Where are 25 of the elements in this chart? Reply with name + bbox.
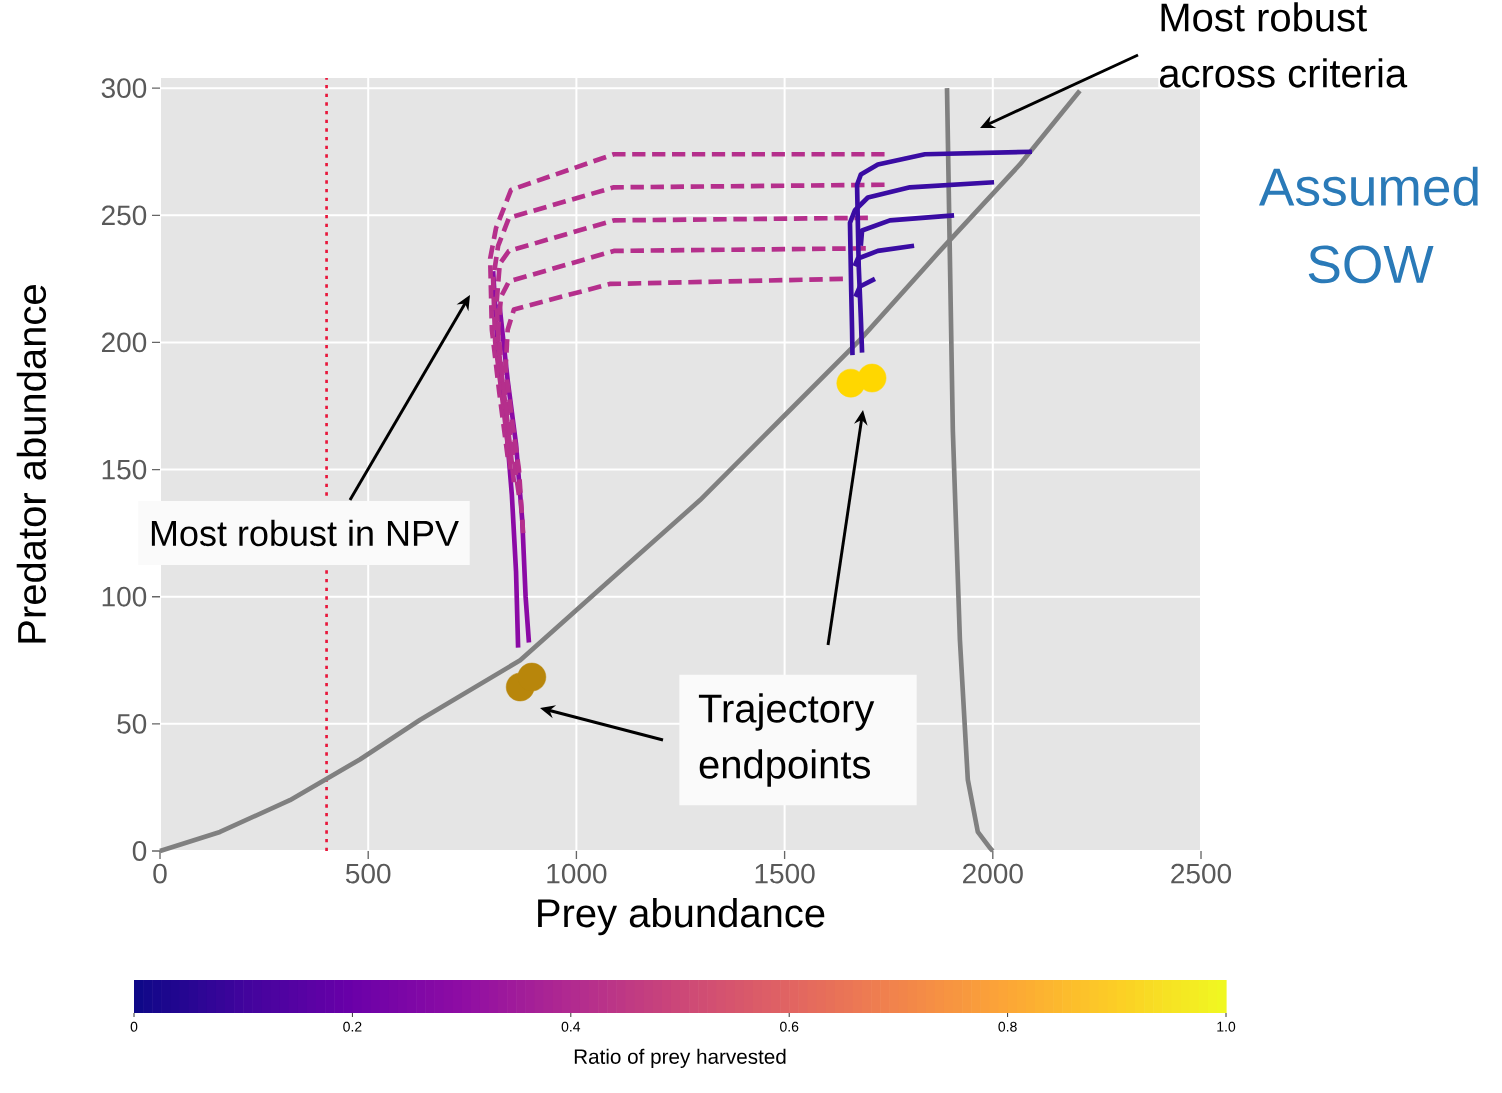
color-bar-label: 0.8 [998,1021,1017,1032]
color-bar-title: Ratio of prey harvested [574,1048,786,1069]
x-tick-label: 2000 [963,863,1023,884]
y-tick-label: 250 [101,205,147,226]
x-tick-label: 0 [153,863,167,884]
x-tick-label: 1000 [547,863,607,884]
y-tick-label: 300 [101,78,147,99]
y-tick-label: 150 [102,459,147,480]
y-tick-label: 0 [132,841,147,861]
color-bar-label: 1.0 [1217,1021,1236,1032]
y-axis-title: Predator abundance [16,285,47,643]
annotation: Trajectory endpoints [698,693,875,787]
y-tick-label: 100 [102,586,147,607]
color-bar-label: 0.2 [343,1021,362,1032]
x-tick-label: 1500 [755,863,815,884]
x-tick-label: 500 [345,863,391,884]
color-bar-label: 0.4 [561,1021,581,1032]
y-tick-label: 50 [117,713,147,734]
annotation: Most robust across criteria [1159,2,1408,88]
text: Assumed SOW [1258,166,1478,284]
x-tick-label: 2500 [1171,863,1232,884]
y-tick-label: 200 [101,332,147,353]
x-axis-title: Prey abundance [538,898,825,936]
color-bar-label: 0.6 [780,1021,799,1032]
annotation: Most robust in NPV [151,519,459,547]
